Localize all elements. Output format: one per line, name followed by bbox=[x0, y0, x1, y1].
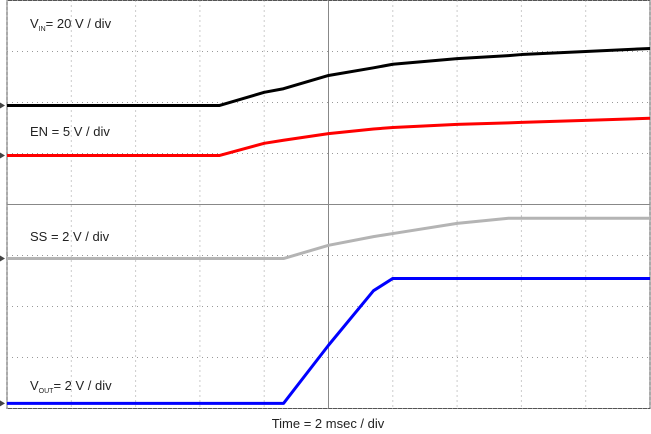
trace-label: SS = 2 V / div bbox=[30, 229, 110, 244]
trace bbox=[7, 46, 651, 108]
level-marker bbox=[0, 102, 5, 109]
label-text: = 20 V / div bbox=[46, 16, 112, 31]
label-text: SS = 2 V / div bbox=[30, 229, 110, 244]
level-marker bbox=[0, 400, 5, 407]
label-subscript: OUT bbox=[39, 388, 55, 395]
label-text: EN = 5 V / div bbox=[30, 124, 110, 139]
trace-label: VOUT= 2 V / div bbox=[30, 378, 112, 395]
trace-label: VIN= 20 V / div bbox=[30, 16, 112, 33]
label-text: V bbox=[30, 16, 39, 31]
x-axis-label: Time = 2 msec / div bbox=[272, 416, 385, 431]
level-marker bbox=[0, 255, 5, 262]
label-subscript: IN bbox=[39, 26, 46, 33]
level-marker bbox=[0, 152, 5, 159]
trace bbox=[7, 116, 651, 158]
trace bbox=[7, 276, 650, 405]
trace-label: EN = 5 V / div bbox=[30, 124, 110, 139]
label-text: V bbox=[30, 378, 39, 393]
trace bbox=[7, 216, 650, 261]
label-text: = 2 V / div bbox=[53, 378, 112, 393]
